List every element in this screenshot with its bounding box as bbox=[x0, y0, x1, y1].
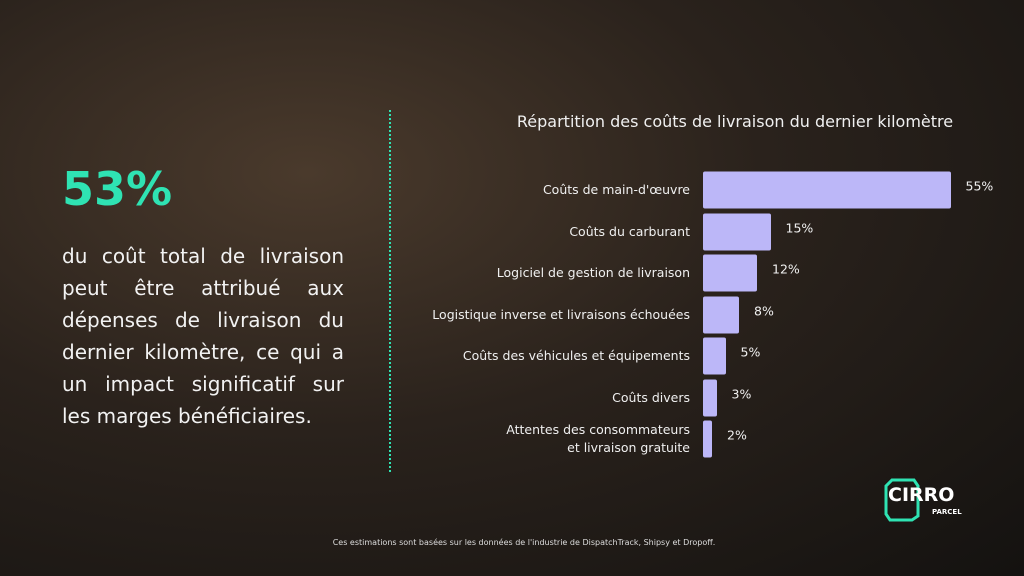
logo-sub: PARCEL bbox=[932, 508, 962, 516]
value-label: 55% bbox=[965, 178, 994, 194]
value-label: 15% bbox=[785, 220, 814, 235]
bar bbox=[703, 379, 717, 416]
value-label: 2% bbox=[727, 427, 747, 443]
divider bbox=[389, 110, 391, 472]
category-label: Logistique inverse et livraisons échouée… bbox=[432, 306, 690, 322]
category-label: Coûts des véhicules et équipements bbox=[462, 348, 690, 363]
bar bbox=[703, 213, 771, 250]
bar bbox=[703, 420, 712, 458]
category-label: Logiciel de gestion de livraison bbox=[496, 265, 690, 280]
headline-stat: 53% bbox=[62, 162, 173, 216]
bar bbox=[703, 337, 726, 375]
category-label: Coûts divers bbox=[612, 389, 690, 405]
value-label: 8% bbox=[754, 303, 774, 318]
footer-note: Ces estimations sont basées sur les donn… bbox=[332, 538, 716, 547]
bar bbox=[703, 254, 757, 292]
logo-name: CIRRO bbox=[888, 484, 954, 506]
chart-title: Répartition des coûts de livraison du de… bbox=[516, 112, 954, 131]
value-label: 12% bbox=[772, 261, 800, 277]
category-label: Coûts du carburant bbox=[569, 223, 690, 239]
value-label: 3% bbox=[731, 386, 752, 401]
headline-text: du coût total de livraison peut être att… bbox=[62, 244, 344, 428]
logo-shape bbox=[884, 478, 920, 522]
logo: CIRRO PARCEL bbox=[884, 478, 962, 522]
category-label: Attentes des consommateurs et livraison … bbox=[506, 422, 690, 455]
bar bbox=[703, 296, 739, 333]
value-label: 5% bbox=[740, 344, 761, 360]
category-label: Coûts de main-d'œuvre bbox=[542, 182, 690, 197]
bar bbox=[703, 171, 951, 209]
